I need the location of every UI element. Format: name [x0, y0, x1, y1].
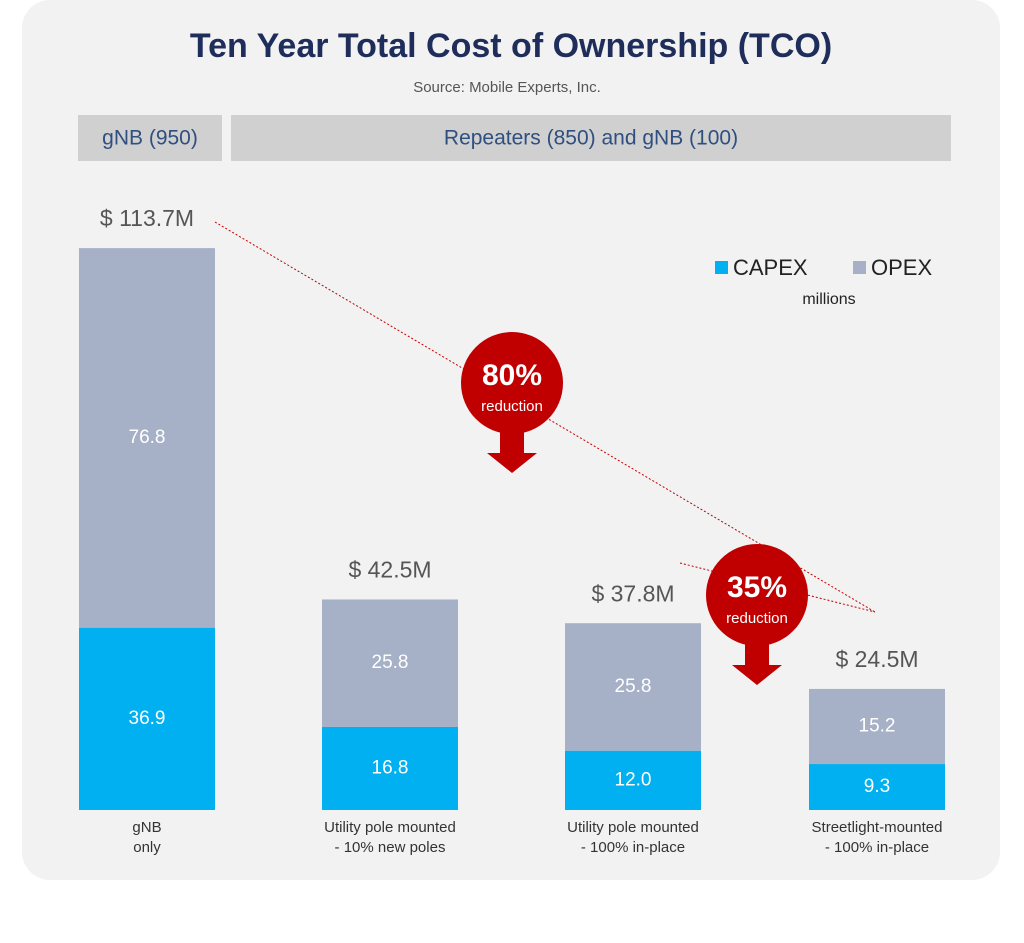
total-label: $ 37.8M	[591, 580, 674, 606]
subtitle: Source: Mobile Experts, Inc.	[413, 79, 601, 96]
x-tick-label: Streetlight-mounted - 100% in-place	[812, 819, 943, 856]
value-label: 16.8	[372, 758, 409, 779]
bar-segment	[809, 688, 945, 765]
value-label: 15.2	[859, 716, 896, 737]
badge-text: reduction	[481, 398, 543, 415]
badge-percent: 35%	[727, 571, 787, 604]
value-label: 76.8	[129, 427, 166, 448]
badge-text: reduction	[726, 610, 788, 627]
bar-segment	[565, 623, 701, 751]
legend-label: OPEX	[871, 255, 932, 280]
badge-arrow	[732, 635, 782, 685]
value-label: 25.8	[615, 676, 652, 697]
group-box	[231, 115, 951, 161]
chart-title: Ten Year Total Cost of Ownership (TCO)	[190, 27, 832, 65]
x-tick-label: Utility pole mounted - 10% new poles	[324, 819, 456, 856]
legend-swatch	[715, 261, 728, 274]
bar-segment	[322, 726, 458, 810]
badge-arrow	[487, 423, 537, 473]
x-tick-label: gNB only	[132, 819, 161, 856]
x-tick-label: Utility pole mounted - 100% in-place	[567, 819, 699, 856]
bar-segment	[565, 750, 701, 810]
value-label: 25.8	[372, 652, 409, 673]
value-label: 36.9	[129, 708, 166, 729]
legend-label: CAPEX	[733, 255, 808, 280]
group-box	[78, 115, 222, 161]
badge-percent: 80%	[482, 359, 542, 392]
badge	[706, 544, 808, 646]
group-label: Repeaters (850) and gNB (100)	[444, 127, 738, 150]
bar-segment	[809, 764, 945, 810]
total-label: $ 113.7M	[100, 205, 194, 231]
total-label: $ 42.5M	[348, 557, 431, 583]
total-label: $ 24.5M	[835, 646, 918, 672]
legend-swatch	[853, 261, 866, 274]
bar-segment	[79, 627, 215, 810]
bar-segment	[79, 248, 215, 628]
value-label: 9.3	[864, 776, 890, 797]
badge	[461, 332, 563, 434]
units-label: millions	[802, 291, 855, 308]
bar-segment	[322, 599, 458, 727]
value-label: 12.0	[615, 769, 652, 790]
group-label: gNB (950)	[102, 127, 198, 150]
